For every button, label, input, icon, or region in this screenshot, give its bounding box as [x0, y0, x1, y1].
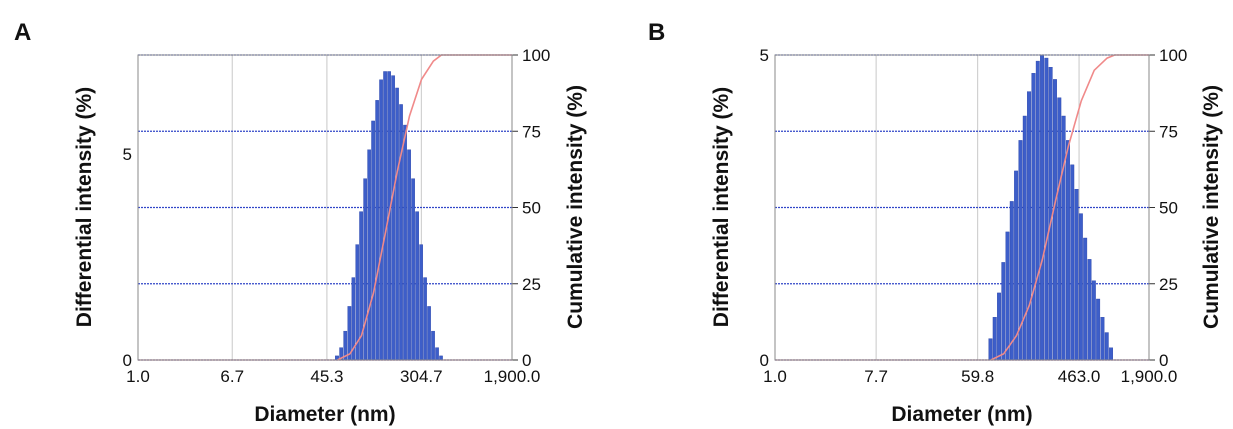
cumulative-line [990, 54, 1149, 361]
y2-tick-label: 50 [522, 199, 541, 218]
bar [1057, 97, 1062, 361]
y2-tick-label: 25 [522, 275, 541, 294]
bar [431, 330, 435, 361]
bar [1031, 73, 1036, 361]
bar [1005, 231, 1010, 361]
x-tick-label: 1,900.0 [1121, 367, 1178, 386]
bar [1065, 140, 1070, 361]
bar [403, 124, 407, 361]
y-axis-title: Differential intensity (%) [710, 87, 733, 327]
bar [415, 211, 419, 361]
x-tick-label: 463.0 [1058, 367, 1101, 386]
bar [1044, 57, 1049, 361]
panel-label: A [14, 19, 31, 46]
bar [1035, 60, 1040, 361]
y2-tick-label: 0 [1159, 351, 1168, 370]
x-tick-label: 304.7 [400, 367, 443, 386]
x-tick-labels: 1.0 7.7 59.8 463.0 1,900.0 [763, 367, 1177, 386]
bar [379, 79, 383, 361]
bar [407, 149, 411, 361]
bar [439, 355, 443, 361]
bar [435, 347, 439, 361]
bar [1040, 54, 1044, 361]
bar [371, 120, 375, 361]
y2-tick-labels: 0 25 50 75 100 [522, 46, 550, 370]
bar [1096, 298, 1101, 361]
y2-tick-label: 0 [522, 351, 531, 370]
bar [411, 178, 415, 361]
bar [1100, 317, 1105, 361]
x-tick-label: 7.7 [864, 367, 888, 386]
bar [1053, 79, 1057, 361]
bar [419, 244, 423, 361]
y2-tick-label: 50 [1159, 199, 1178, 218]
bar [1022, 115, 1027, 361]
y-tick-labels: 05 [123, 145, 132, 370]
y2-tick-label: 100 [522, 46, 550, 65]
bar [391, 75, 395, 361]
bar [1070, 164, 1075, 361]
bar [1061, 115, 1066, 361]
plot-border [774, 54, 1150, 361]
bar [988, 338, 993, 361]
bar [423, 277, 427, 361]
y-tick-label: 0 [123, 351, 132, 370]
x-axis-title: Diameter (nm) [891, 403, 1032, 426]
y2-tick-label: 25 [1159, 275, 1178, 294]
bar-series [988, 54, 1113, 361]
y-tick-labels: 05 [760, 46, 769, 370]
panel-label: B [648, 19, 665, 46]
bar [367, 149, 371, 361]
bar [1087, 259, 1092, 361]
bar [992, 317, 997, 361]
x-tick-label: 1.0 [126, 367, 150, 386]
bar [1091, 280, 1096, 361]
y2-tick-labels: 0 25 50 75 100 [1159, 46, 1187, 370]
bar [1083, 237, 1088, 361]
x-tick-label: 1,900.0 [484, 367, 541, 386]
plot-border [137, 54, 513, 361]
bar [997, 292, 1001, 361]
y2-tick-label: 75 [1159, 122, 1178, 141]
x-tick-labels: 1.0 6.7 45.3 304.7 1,900.0 [126, 367, 540, 386]
bar [383, 71, 387, 361]
x-axis-title: Diameter (nm) [254, 403, 395, 426]
y2-axis-title: Cumulative intensity (%) [564, 85, 587, 329]
bar [395, 87, 399, 361]
x-tick-label: 6.7 [220, 367, 244, 386]
y2-tick-label: 100 [1159, 46, 1187, 65]
x-tick-label: 45.3 [310, 367, 343, 386]
bar [375, 100, 379, 361]
bar [1109, 347, 1113, 361]
y-tick-label: 5 [123, 145, 132, 164]
bar [1104, 332, 1109, 361]
y-axis-title: Differential intensity (%) [73, 87, 96, 327]
y2-tick-label: 75 [522, 122, 541, 141]
x-tick-label: 1.0 [763, 367, 787, 386]
bar [427, 306, 431, 361]
bar [399, 104, 403, 361]
y2-axis-title: Cumulative intensity (%) [1200, 85, 1223, 329]
y-tick-label: 0 [760, 351, 769, 370]
y-tick-label: 5 [760, 46, 769, 65]
bar [1027, 91, 1032, 361]
bar [1078, 213, 1083, 361]
bar [1009, 201, 1014, 361]
bar [1074, 188, 1079, 361]
bar [1001, 262, 1006, 361]
x-tick-label: 59.8 [961, 367, 994, 386]
bar [363, 178, 367, 361]
